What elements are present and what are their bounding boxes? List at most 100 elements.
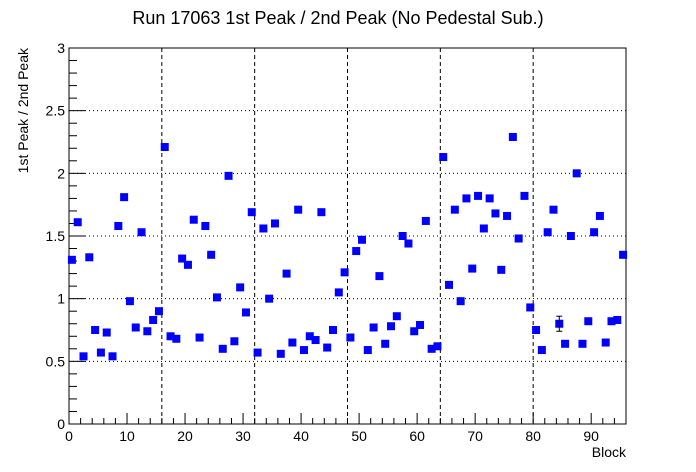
x-tick-label: 50 (351, 428, 367, 444)
data-point (433, 342, 442, 351)
data-point (282, 269, 291, 278)
data-point (108, 352, 117, 361)
data-point (85, 253, 94, 262)
data-point (265, 294, 274, 303)
x-tick-label: 40 (293, 428, 309, 444)
data-point (387, 322, 396, 331)
data-point (358, 235, 367, 244)
data-point (468, 264, 477, 273)
data-point (427, 344, 436, 353)
data-point (340, 268, 349, 277)
data-point (450, 205, 459, 214)
data-point (375, 272, 384, 281)
data-point (172, 334, 181, 343)
data-point (137, 228, 146, 237)
data-point (439, 153, 448, 162)
data-point (241, 308, 250, 317)
x-axis-title: Block (592, 444, 627, 460)
data-point (584, 317, 593, 326)
x-tick-label: 70 (467, 428, 483, 444)
data-point (462, 194, 471, 203)
chart-title: Run 17063 1st Peak / 2nd Peak (No Pedest… (132, 8, 543, 28)
x-tick-label: 0 (65, 428, 73, 444)
data-point (224, 171, 233, 180)
data-point (398, 232, 407, 240)
y-tick-label: 2 (57, 165, 65, 181)
data-point (73, 218, 82, 227)
data-point (294, 205, 303, 214)
x-tick-label: 80 (525, 428, 541, 444)
data-point (79, 352, 88, 361)
data-point (131, 323, 140, 332)
y-tick-label: 0.5 (46, 353, 66, 369)
x-tick-label: 60 (409, 428, 425, 444)
axis-ticks (68, 47, 627, 425)
y-tick-label: 3 (57, 40, 65, 56)
data-points (67, 132, 628, 361)
data-point (607, 317, 616, 326)
tick-labels: 0 10 20 30 40 50 60 70 80 90 0 0.5 1 1.5 2 2.5 3 (46, 40, 600, 444)
data-point (67, 255, 76, 264)
data-point (125, 297, 134, 306)
data-point (230, 337, 239, 346)
data-point (619, 250, 628, 259)
data-point (572, 169, 581, 178)
x-tick-label: 90 (583, 428, 599, 444)
data-point (520, 191, 529, 200)
data-point (328, 326, 337, 334)
data-point (595, 211, 604, 220)
data-point (120, 193, 129, 202)
data-point (508, 132, 517, 141)
data-point (590, 228, 599, 237)
data-point (334, 288, 343, 297)
data-point (445, 280, 454, 289)
data-point (561, 339, 570, 348)
data-point (503, 211, 512, 220)
data-point (259, 224, 268, 233)
data-point (276, 349, 285, 358)
x-tick-label: 30 (235, 428, 251, 444)
data-point (311, 336, 320, 345)
data-point (149, 315, 158, 324)
data-point (154, 307, 163, 316)
data-point (456, 297, 465, 306)
data-point (189, 215, 198, 224)
data-point (91, 326, 100, 334)
data-point (183, 260, 192, 269)
data-point (363, 346, 372, 355)
data-point (479, 224, 488, 233)
data-point (532, 326, 541, 334)
y-tick-label: 0 (57, 416, 65, 432)
y-tick-label: 1 (57, 291, 65, 307)
data-point (247, 208, 256, 217)
data-point (601, 338, 610, 347)
data-point (178, 254, 187, 263)
data-point (549, 205, 558, 214)
data-point (404, 239, 413, 248)
data-point (102, 328, 111, 337)
grid-lines (69, 48, 626, 424)
data-point (299, 346, 308, 355)
data-point (474, 191, 483, 200)
x-tick-label: 10 (119, 428, 135, 444)
data-point (526, 303, 535, 312)
data-point (578, 339, 587, 348)
data-point (369, 323, 378, 332)
data-point (346, 333, 355, 342)
data-point (392, 312, 401, 321)
data-point (416, 320, 425, 329)
data-point (410, 327, 419, 336)
data-point (305, 332, 314, 341)
data-point (218, 344, 227, 353)
data-point (317, 208, 326, 217)
x-tick-label: 20 (177, 428, 193, 444)
data-point (195, 333, 204, 342)
data-point (212, 293, 221, 302)
data-point (207, 250, 216, 259)
data-point (352, 247, 361, 256)
data-point (613, 315, 622, 324)
data-point (160, 143, 169, 152)
data-point (143, 327, 152, 336)
data-point (288, 338, 297, 347)
